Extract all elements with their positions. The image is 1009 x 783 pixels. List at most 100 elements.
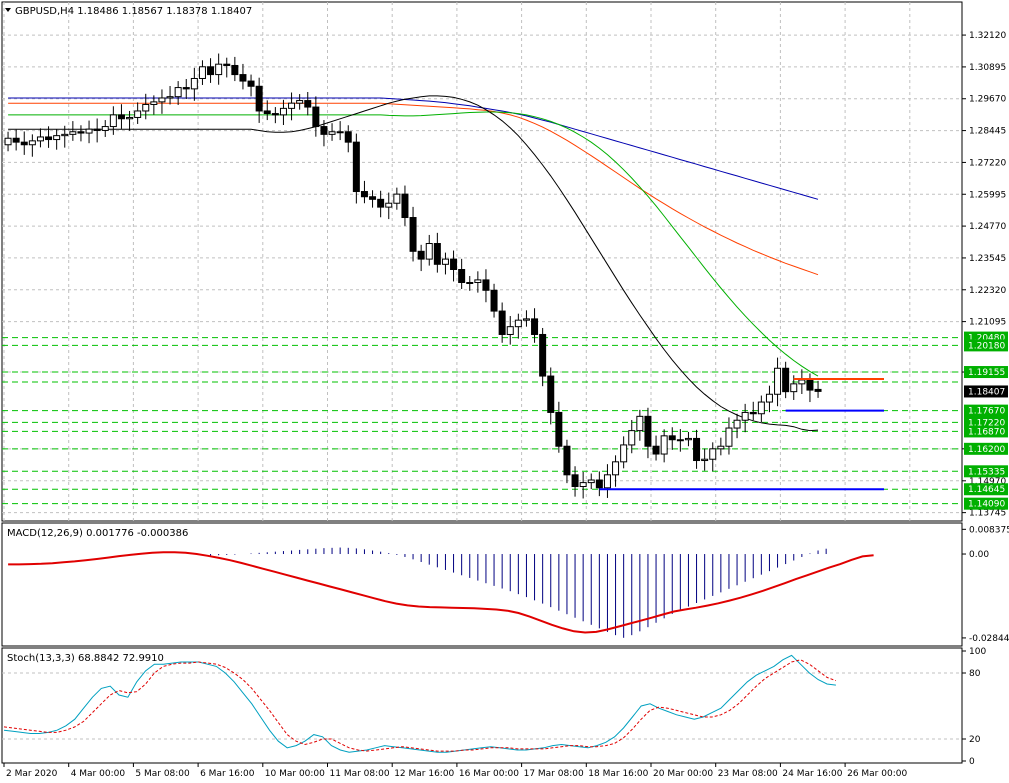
- candle-body[interactable]: [765, 393, 773, 403]
- candle-body[interactable]: [749, 411, 757, 415]
- candle-body[interactable]: [174, 87, 182, 98]
- candle-body[interactable]: [36, 136, 44, 142]
- candle-body[interactable]: [101, 126, 109, 131]
- candle-body[interactable]: [482, 279, 490, 291]
- candle-body[interactable]: [20, 141, 28, 146]
- candle-body[interactable]: [555, 411, 563, 447]
- candle-body[interactable]: [198, 66, 206, 79]
- candle-body[interactable]: [676, 439, 684, 442]
- candle-body[interactable]: [255, 85, 263, 112]
- candle-body[interactable]: [450, 258, 458, 270]
- candle-body[interactable]: [28, 140, 36, 146]
- candle-body[interactable]: [790, 383, 798, 393]
- candle-body[interactable]: [247, 80, 255, 87]
- candle-body[interactable]: [409, 217, 417, 252]
- candle-body[interactable]: [579, 482, 587, 488]
- candle-body[interactable]: [12, 137, 20, 143]
- candle-body[interactable]: [595, 479, 603, 489]
- triangle-down-icon[interactable]: [5, 8, 11, 12]
- candle-body[interactable]: [498, 310, 506, 335]
- candle-body[interactable]: [279, 107, 287, 116]
- candle-body[interactable]: [490, 289, 498, 312]
- candle-body[interactable]: [709, 448, 717, 460]
- candle-body[interactable]: [425, 243, 433, 260]
- candle-body[interactable]: [393, 193, 401, 204]
- candle-body[interactable]: [539, 333, 547, 377]
- candle-body[interactable]: [385, 202, 393, 208]
- candle-body[interactable]: [660, 435, 668, 455]
- candle-body[interactable]: [514, 319, 522, 328]
- candle-body[interactable]: [417, 250, 425, 260]
- candle-body[interactable]: [360, 191, 368, 198]
- candle-body[interactable]: [207, 66, 215, 76]
- candle-body[interactable]: [215, 63, 223, 76]
- candle-body[interactable]: [45, 136, 53, 141]
- candle-body[interactable]: [620, 444, 628, 463]
- candle-body[interactable]: [150, 101, 158, 105]
- candle-body[interactable]: [182, 87, 190, 90]
- candle-body[interactable]: [717, 445, 725, 450]
- candle-body[interactable]: [336, 131, 344, 134]
- candle-body[interactable]: [636, 415, 644, 432]
- candle-body[interactable]: [4, 137, 12, 146]
- candle-body[interactable]: [231, 64, 239, 76]
- candle-body[interactable]: [782, 367, 790, 393]
- candle-body[interactable]: [369, 196, 377, 200]
- candle-body[interactable]: [401, 193, 409, 219]
- candle-body[interactable]: [320, 126, 328, 135]
- candle-body[interactable]: [466, 281, 474, 284]
- candle-body[interactable]: [668, 435, 676, 441]
- candle-body[interactable]: [85, 128, 93, 134]
- support-resistance-lines[interactable]: [599, 377, 884, 491]
- candle-body[interactable]: [166, 96, 174, 99]
- candle-body[interactable]: [741, 411, 749, 421]
- candle-body[interactable]: [304, 100, 312, 108]
- candle-body[interactable]: [61, 133, 69, 137]
- candle-body[interactable]: [522, 318, 530, 321]
- candle-body[interactable]: [725, 427, 733, 447]
- candle-body[interactable]: [701, 458, 709, 462]
- candle-body[interactable]: [77, 131, 85, 134]
- candle-body[interactable]: [644, 415, 652, 447]
- candle-body[interactable]: [628, 430, 636, 446]
- candle-body[interactable]: [814, 388, 822, 392]
- candle-body[interactable]: [684, 437, 692, 441]
- candle-body[interactable]: [53, 135, 61, 141]
- candle-body[interactable]: [288, 102, 296, 109]
- candle-body[interactable]: [142, 103, 150, 112]
- candle-body[interactable]: [190, 77, 198, 90]
- candle-body[interactable]: [223, 63, 231, 66]
- candle-body[interactable]: [587, 479, 595, 484]
- candle-body[interactable]: [441, 258, 449, 265]
- candle-body[interactable]: [652, 445, 660, 455]
- candle-body[interactable]: [531, 318, 539, 335]
- candle-body[interactable]: [571, 474, 579, 488]
- candle-body[interactable]: [158, 97, 166, 103]
- candle-body[interactable]: [328, 131, 336, 135]
- candlestick-series[interactable]: [4, 53, 822, 499]
- candle-body[interactable]: [377, 198, 385, 208]
- candle-body[interactable]: [239, 74, 247, 82]
- candle-body[interactable]: [733, 419, 741, 429]
- candle-body[interactable]: [69, 131, 77, 135]
- candle-body[interactable]: [458, 269, 466, 283]
- candle-body[interactable]: [563, 445, 571, 476]
- candle-body[interactable]: [352, 141, 360, 193]
- candle-body[interactable]: [271, 113, 279, 116]
- candle-body[interactable]: [798, 379, 806, 385]
- candle-body[interactable]: [806, 379, 814, 391]
- candle-body[interactable]: [474, 279, 482, 283]
- candle-body[interactable]: [93, 128, 101, 131]
- candle-body[interactable]: [117, 114, 125, 120]
- candle-body[interactable]: [433, 243, 441, 265]
- candle-body[interactable]: [344, 131, 352, 143]
- candle-body[interactable]: [109, 114, 117, 128]
- candle-body[interactable]: [693, 437, 701, 462]
- candle-body[interactable]: [774, 367, 782, 395]
- candle-body[interactable]: [506, 326, 514, 335]
- candle-body[interactable]: [296, 100, 304, 104]
- candle-body[interactable]: [134, 110, 142, 118]
- candle-body[interactable]: [612, 461, 620, 476]
- candle-body[interactable]: [603, 474, 611, 489]
